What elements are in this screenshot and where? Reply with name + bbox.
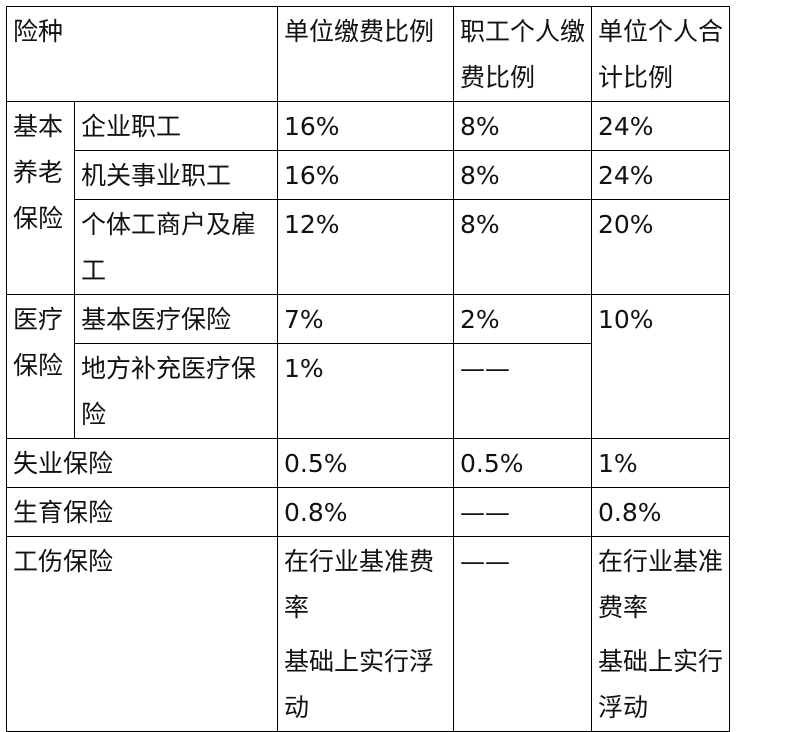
header-total-rate: 单位个人合计比例 (591, 6, 730, 102)
row-total: 1% (591, 438, 730, 488)
row-employer: 16% (277, 150, 454, 200)
row-employee: 2% (453, 294, 592, 344)
medical-total: 10% (591, 294, 730, 439)
injury-employer-line1: 在行业基准费率 (284, 547, 435, 622)
row-name: 企业职工 (74, 101, 278, 151)
table-row: 机关事业职工 16% 8% 24% (7, 150, 730, 200)
medical-group-line1: 医疗 (13, 305, 64, 334)
row-employee: 8% (453, 150, 592, 200)
row-employer: 7% (277, 294, 454, 344)
table-row: 工伤保险 在行业基准费率 基础上实行浮动 —— 在行业基准费率 基础上实行浮动 (6, 536, 730, 732)
row-employer: 1% (277, 343, 454, 439)
row-total: 0.8% (591, 487, 730, 537)
row-name: 生育保险 (6, 487, 278, 537)
row-name: 失业保险 (6, 438, 278, 488)
injury-employer-line2: 基础上实行浮动 (284, 647, 435, 722)
row-name: 地方补充医疗保险 (74, 343, 278, 439)
medical-group-line2: 保险 (13, 351, 64, 380)
row-employee: 8% (453, 101, 592, 151)
row-name: 基本医疗保险 (74, 294, 278, 344)
table-row: 失业保险 0.5% 0.5% 1% (6, 438, 730, 488)
header-row: 险种 单位缴费比例 职工个人缴费比例 单位个人合计比例 (6, 6, 730, 102)
table-row: 生育保险 0.8% —— 0.8% (6, 487, 730, 537)
injury-total-line2: 基础上实行浮动 (598, 647, 724, 722)
row-total: 20% (591, 199, 730, 295)
table-row: 基本养老保险 企业职工 16% 8% 24% (6, 101, 730, 295)
row-name: 个体工商户及雇工 (74, 199, 278, 295)
row-employee: —— (453, 487, 592, 537)
injury-total-line1: 在行业基准费率 (598, 547, 724, 622)
row-employee: —— (453, 536, 592, 732)
row-employer: 0.5% (277, 438, 454, 488)
injury-total-cell: 在行业基准费率 基础上实行浮动 (591, 536, 730, 732)
injury-employer-cell: 在行业基准费率 基础上实行浮动 (277, 536, 454, 732)
table-row: 医疗 保险 基本医疗保险 7% 2% 10% (6, 294, 730, 439)
table-row: 个体工商户及雇工 12% 8% 20% (7, 199, 730, 295)
insurance-rate-table: 险种 单位缴费比例 职工个人缴费比例 单位个人合计比例 基本养老保险 企业职工 … (6, 6, 730, 732)
row-employer: 16% (277, 101, 454, 151)
row-employer: 0.8% (277, 487, 454, 537)
row-total: 24% (591, 101, 730, 151)
header-employer-rate: 单位缴费比例 (277, 6, 454, 102)
medical-group-cell: 医疗 保险 (6, 294, 75, 439)
row-employee: 8% (453, 199, 592, 295)
row-total: 24% (591, 150, 730, 200)
row-employee: —— (453, 343, 592, 439)
header-type: 险种 (6, 6, 278, 102)
row-employee: 0.5% (453, 438, 592, 488)
row-name: 机关事业职工 (74, 150, 278, 200)
header-employee-rate: 职工个人缴费比例 (453, 6, 592, 102)
row-name: 工伤保险 (6, 536, 278, 732)
pension-group-cell: 基本养老保险 (6, 101, 75, 295)
row-employer: 12% (277, 199, 454, 295)
